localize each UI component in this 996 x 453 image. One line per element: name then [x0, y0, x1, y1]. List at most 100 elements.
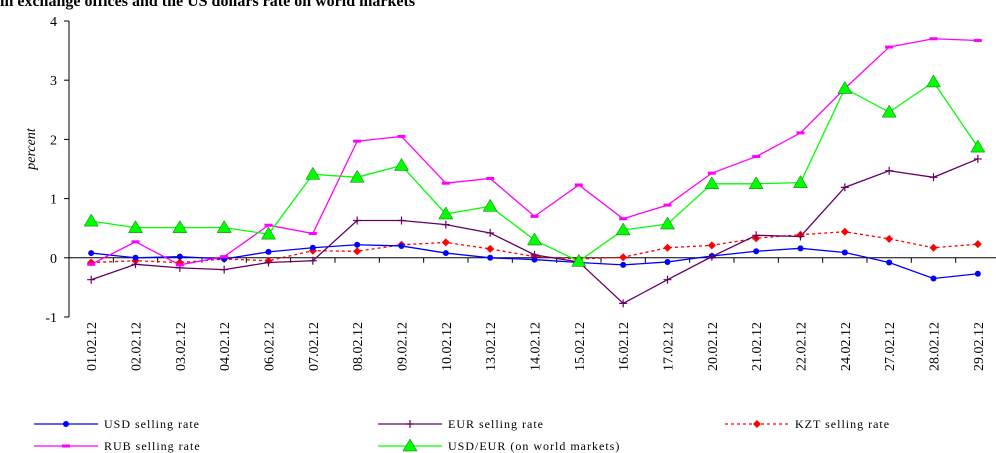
data-point-usd-eur-on-world-markets	[748, 176, 764, 190]
x-tick-label: 16.02.12	[617, 322, 632, 371]
x-tick-label: 22.02.12	[795, 322, 810, 371]
data-point-kzt-selling-rate	[663, 243, 672, 252]
data-point-eur-selling-rate	[929, 173, 938, 182]
y-tick-label: 1	[50, 193, 57, 208]
x-tick-label: 17.02.12	[662, 322, 677, 371]
x-tick-label: 13.02.12	[484, 322, 499, 371]
data-point-eur-selling-rate	[308, 256, 317, 265]
legend: USD selling rate EUR selling rate KZT sell…	[34, 417, 890, 453]
x-tick-label: 06.02.12	[263, 322, 278, 371]
data-point-eur-selling-rate	[220, 265, 229, 274]
data-point-rub-selling-rate	[131, 240, 140, 244]
data-point-usd-eur-on-world-markets	[881, 104, 897, 118]
legend-label-usd-eur-on-world-markets: USD/EUR (on world markets)	[448, 439, 620, 453]
data-point-eur-selling-rate	[663, 275, 672, 284]
x-tick-label: 24.02.12	[839, 322, 854, 371]
data-point-usd-eur-on-world-markets	[172, 220, 188, 233]
data-point-rub-selling-rate	[796, 131, 805, 135]
x-tick-label: 09.02.12	[396, 322, 411, 371]
data-point-eur-selling-rate	[752, 231, 761, 240]
data-point-kzt-selling-rate	[619, 253, 628, 262]
x-tick-label: 08.02.12	[351, 322, 366, 371]
data-point-eur-selling-rate	[885, 166, 894, 175]
data-point-usd-selling-rate	[265, 248, 272, 255]
data-point-usd-selling-rate	[841, 249, 848, 256]
data-point-usd-selling-rate	[753, 248, 760, 255]
data-point-usd-eur-on-world-markets	[660, 216, 675, 230]
x-tick-label: 27.02.12	[883, 322, 898, 371]
data-point-rub-selling-rate	[885, 45, 894, 49]
y-axis-label: percent	[24, 127, 39, 171]
data-point-rub-selling-rate	[574, 183, 583, 187]
data-point-usd-selling-rate	[88, 250, 95, 257]
legend-label-kzt-selling-rate: KZT selling rate	[795, 417, 890, 431]
data-point-usd-eur-on-world-markets	[926, 74, 941, 88]
legend-marker-rub-selling-rate	[62, 444, 70, 448]
x-tick-label: 20.02.12	[706, 322, 721, 371]
y-tick-label: 4	[50, 15, 57, 30]
data-point-eur-selling-rate	[397, 216, 406, 225]
data-point-eur-selling-rate	[353, 216, 362, 225]
series-lines	[90, 38, 979, 305]
data-point-usd-eur-on-world-markets	[438, 206, 454, 220]
data-point-rub-selling-rate	[220, 255, 229, 259]
y-tick-label: -1	[45, 311, 57, 326]
x-tick-label: 29.02.12	[972, 322, 987, 371]
data-point-usd-eur-on-world-markets	[216, 220, 232, 233]
data-point-kzt-selling-rate	[707, 241, 716, 250]
data-point-rub-selling-rate	[973, 39, 982, 43]
y-tick-label: 0	[50, 252, 57, 267]
data-point-rub-selling-rate	[752, 155, 761, 159]
data-point-eur-selling-rate	[973, 154, 982, 163]
data-point-usd-selling-rate	[132, 254, 139, 261]
x-tick-label: 07.02.12	[307, 322, 322, 371]
data-point-eur-selling-rate	[264, 258, 273, 267]
data-point-rub-selling-rate	[397, 134, 406, 138]
data-point-rub-selling-rate	[486, 176, 495, 180]
data-point-eur-selling-rate	[87, 275, 96, 284]
data-point-rub-selling-rate	[353, 139, 362, 143]
data-point-usd-selling-rate	[442, 250, 449, 257]
data-point-usd-eur-on-world-markets	[349, 169, 365, 183]
data-point-usd-selling-rate	[664, 258, 671, 265]
data-point-usd-selling-rate	[797, 245, 804, 252]
data-point-usd-eur-on-world-markets	[305, 166, 321, 180]
axes: -1 0 1 2 3 4 01.02.12 02.02.12 03.02.12 04.02.12 0…	[24, 15, 996, 371]
data-point-kzt-selling-rate	[885, 234, 894, 243]
data-point-rub-selling-rate	[663, 203, 672, 207]
data-point-usd-eur-on-world-markets	[571, 253, 587, 267]
data-point-usd-selling-rate	[531, 256, 538, 263]
x-tick-label: 21.02.12	[750, 322, 765, 371]
data-point-usd-eur-on-world-markets	[970, 139, 986, 153]
chart-title: in exchange offices and the US dollars r…	[0, 0, 416, 10]
x-tick-label: 28.02.12	[928, 322, 943, 371]
data-point-rub-selling-rate	[264, 223, 273, 227]
data-point-eur-selling-rate	[840, 183, 849, 192]
data-point-eur-selling-rate	[619, 299, 628, 308]
x-tick-label: 03.02.12	[174, 322, 189, 371]
data-point-usd-selling-rate	[620, 261, 627, 268]
data-point-eur-selling-rate	[131, 260, 140, 269]
x-tick-label: 01.02.12	[85, 322, 100, 371]
data-point-eur-selling-rate	[707, 252, 716, 261]
data-point-usd-selling-rate	[354, 241, 361, 248]
data-point-usd-eur-on-world-markets	[837, 80, 853, 94]
data-point-rub-selling-rate	[441, 181, 450, 185]
data-point-eur-selling-rate	[530, 250, 539, 259]
data-point-rub-selling-rate	[87, 262, 96, 266]
data-point-kzt-selling-rate	[973, 240, 982, 249]
y-tick-label: 3	[50, 74, 57, 89]
data-point-eur-selling-rate	[796, 232, 805, 241]
data-point-usd-selling-rate	[487, 254, 494, 261]
data-point-kzt-selling-rate	[486, 244, 495, 253]
x-tick-label: 15.02.12	[573, 322, 588, 371]
data-point-usd-selling-rate	[309, 244, 316, 251]
data-point-rub-selling-rate	[707, 171, 716, 175]
legend-marker-usd-selling-rate	[63, 421, 69, 427]
series-markers	[83, 37, 986, 308]
data-point-usd-selling-rate	[930, 275, 937, 282]
data-point-rub-selling-rate	[530, 214, 539, 218]
legend-marker-kzt-selling-rate	[753, 420, 761, 428]
data-point-rub-selling-rate	[929, 37, 938, 41]
data-point-eur-selling-rate	[486, 228, 495, 237]
